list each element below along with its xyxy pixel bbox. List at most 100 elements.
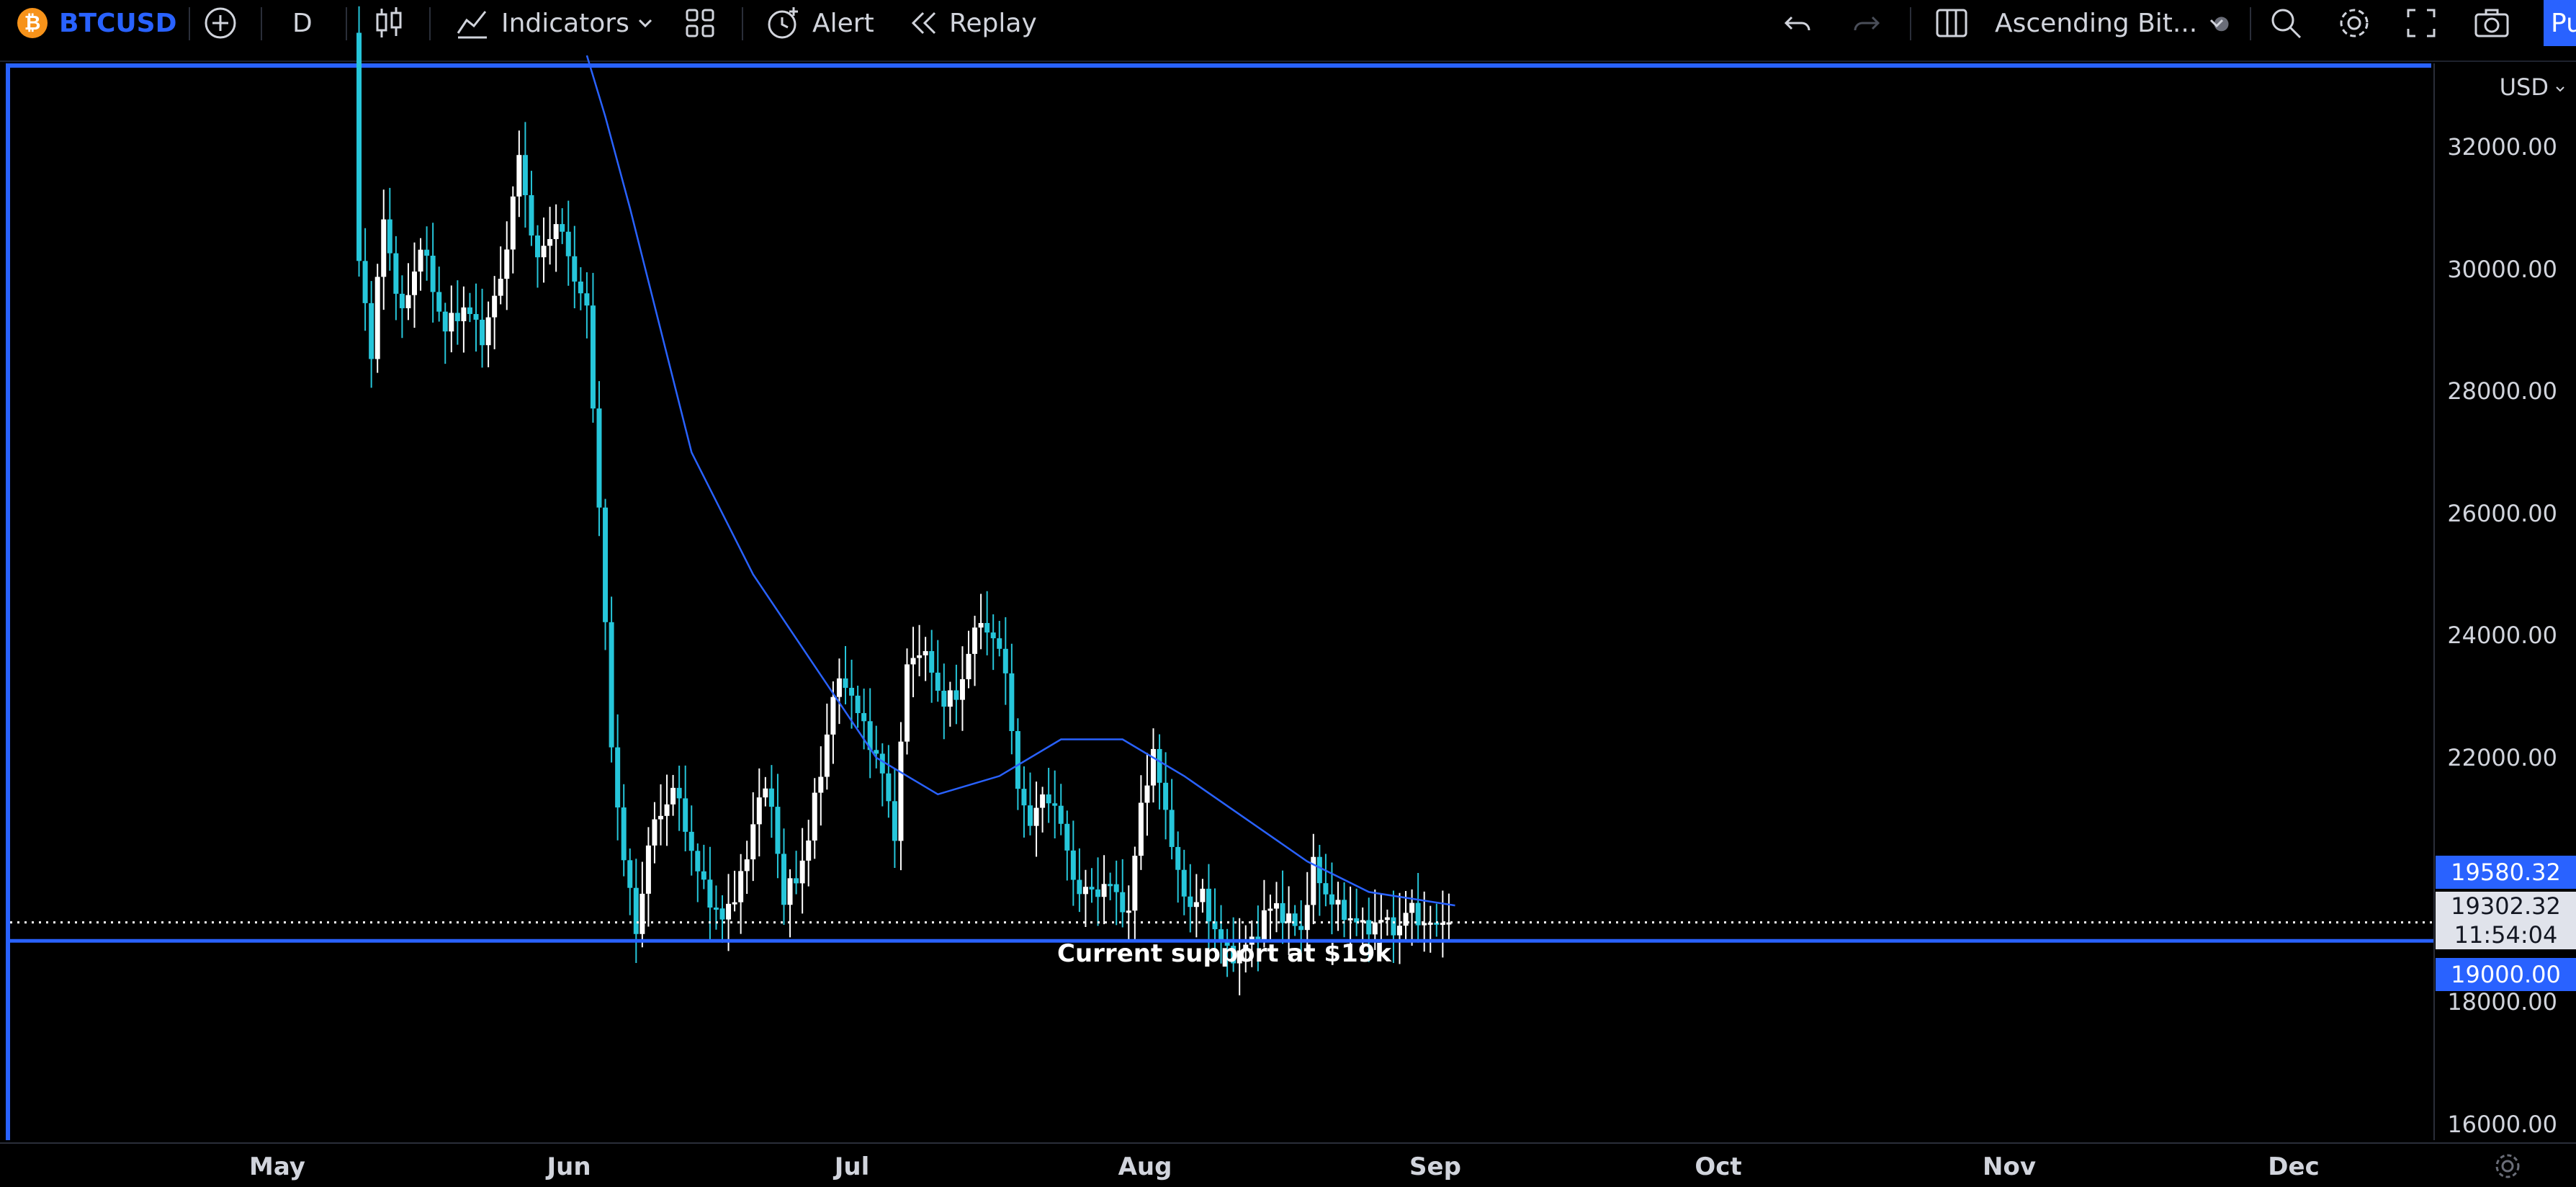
candle-body [1082,887,1088,895]
candle-body [1064,823,1070,851]
candle-body [1298,926,1304,931]
candle-body [806,840,812,861]
indicators-icon [457,11,487,39]
toolbar-divider [742,7,743,40]
templates-button[interactable] [684,0,716,46]
candle-body [1243,944,1249,951]
replay-icon [911,12,936,35]
candle-body [590,305,596,409]
candle-body [1126,910,1131,913]
chart-pane[interactable] [6,63,2431,1140]
candle-body [1058,805,1064,824]
candle-body [356,32,362,261]
add-symbol-button[interactable] [202,0,239,46]
candle-body [824,734,830,777]
candle-body [879,753,885,774]
candle-body [1440,923,1445,926]
search-button[interactable] [2268,0,2303,46]
candle-body [1040,794,1046,808]
candle-body [553,224,559,239]
candle-body [412,271,417,295]
candle-body [1108,884,1113,887]
symbol-label: BTCUSD [59,8,177,38]
candle-body [910,658,916,665]
candle-body [953,690,959,700]
alert-button[interactable]: Alert [765,0,874,46]
candle-body [658,815,663,820]
ma-value-badge: 19580.32 [2436,856,2576,889]
candle-body [516,155,522,197]
replay-label: Replay [949,8,1037,38]
bitcoin-icon: ₿ [17,8,48,38]
candle-body [1009,673,1015,732]
price-tick-label: 22000.00 [2447,743,2557,771]
candle-body [560,224,565,232]
price-chart[interactable] [0,0,2433,1142]
time-tick-label: Jun [547,1152,591,1181]
candle-body [1366,920,1372,935]
candle-body [756,797,762,825]
interval-button[interactable]: D [292,0,313,46]
alert-icon [768,7,798,39]
fullscreen-button[interactable] [2405,0,2437,46]
toolbar-divider [189,7,190,40]
candle-body [830,696,836,735]
indicators-dropdown[interactable] [635,0,655,46]
redo-button[interactable] [1851,0,1882,46]
chevron-down-icon [2556,86,2564,92]
candle-body [1070,850,1076,880]
candle-body [750,824,756,860]
candle-body [374,277,380,359]
candle-body [1267,908,1273,911]
layout-dropdown[interactable] [2207,0,2227,46]
publish-button[interactable]: Pu [2544,0,2576,46]
candle-body [818,776,824,793]
settings-button[interactable] [2336,0,2372,46]
layout-button[interactable] [1934,0,1969,46]
currency-label[interactable]: USD [2499,73,2549,101]
symbol-button[interactable]: ₿ BTCUSD [17,0,176,46]
unsaved-dot-icon: ● [2213,12,2230,34]
chart-type-button[interactable] [373,0,405,46]
candle-body [1427,922,1433,925]
candle-body [541,246,547,258]
candle-body [645,845,651,894]
candle-body [917,655,923,658]
candle-body [399,293,405,308]
candle-body [1434,922,1440,925]
candle-body [1422,923,1427,926]
candle-body [892,801,897,841]
candle-body [1033,807,1039,826]
candle-body [898,741,904,841]
candle-body [1169,810,1175,847]
templates-icon [686,9,714,37]
indicators-button[interactable]: Indicators [454,0,629,46]
candle-body [1175,846,1181,870]
snapshot-button[interactable] [2473,0,2510,46]
layout-name: Ascending Bit... [1995,8,2198,38]
gear-icon[interactable] [2492,1150,2523,1182]
replay-button[interactable]: Replay [907,0,1037,46]
toolbar-divider [346,7,347,40]
candle-body [941,691,947,707]
candle-body [1120,892,1126,913]
candle-body [603,507,609,622]
layout-name-button[interactable]: Ascending Bit... ● [1995,0,2230,46]
time-tick-label: May [249,1152,305,1181]
candle-body [1391,917,1396,936]
candle-body [719,908,725,920]
candle-body [467,307,472,314]
candle-body [529,194,534,236]
time-axis[interactable] [0,1142,2576,1187]
undo-button[interactable] [1782,0,1813,46]
candle-body [584,293,590,306]
candle-body [1157,748,1162,783]
price-axis[interactable]: USD [2433,63,2576,1140]
candle-body [676,787,682,799]
candle-body [1237,950,1242,964]
candle-body [688,831,694,851]
candle-body [652,819,658,846]
candle-body [1181,869,1187,897]
candle-body [1046,794,1051,804]
candle-body [861,713,867,722]
